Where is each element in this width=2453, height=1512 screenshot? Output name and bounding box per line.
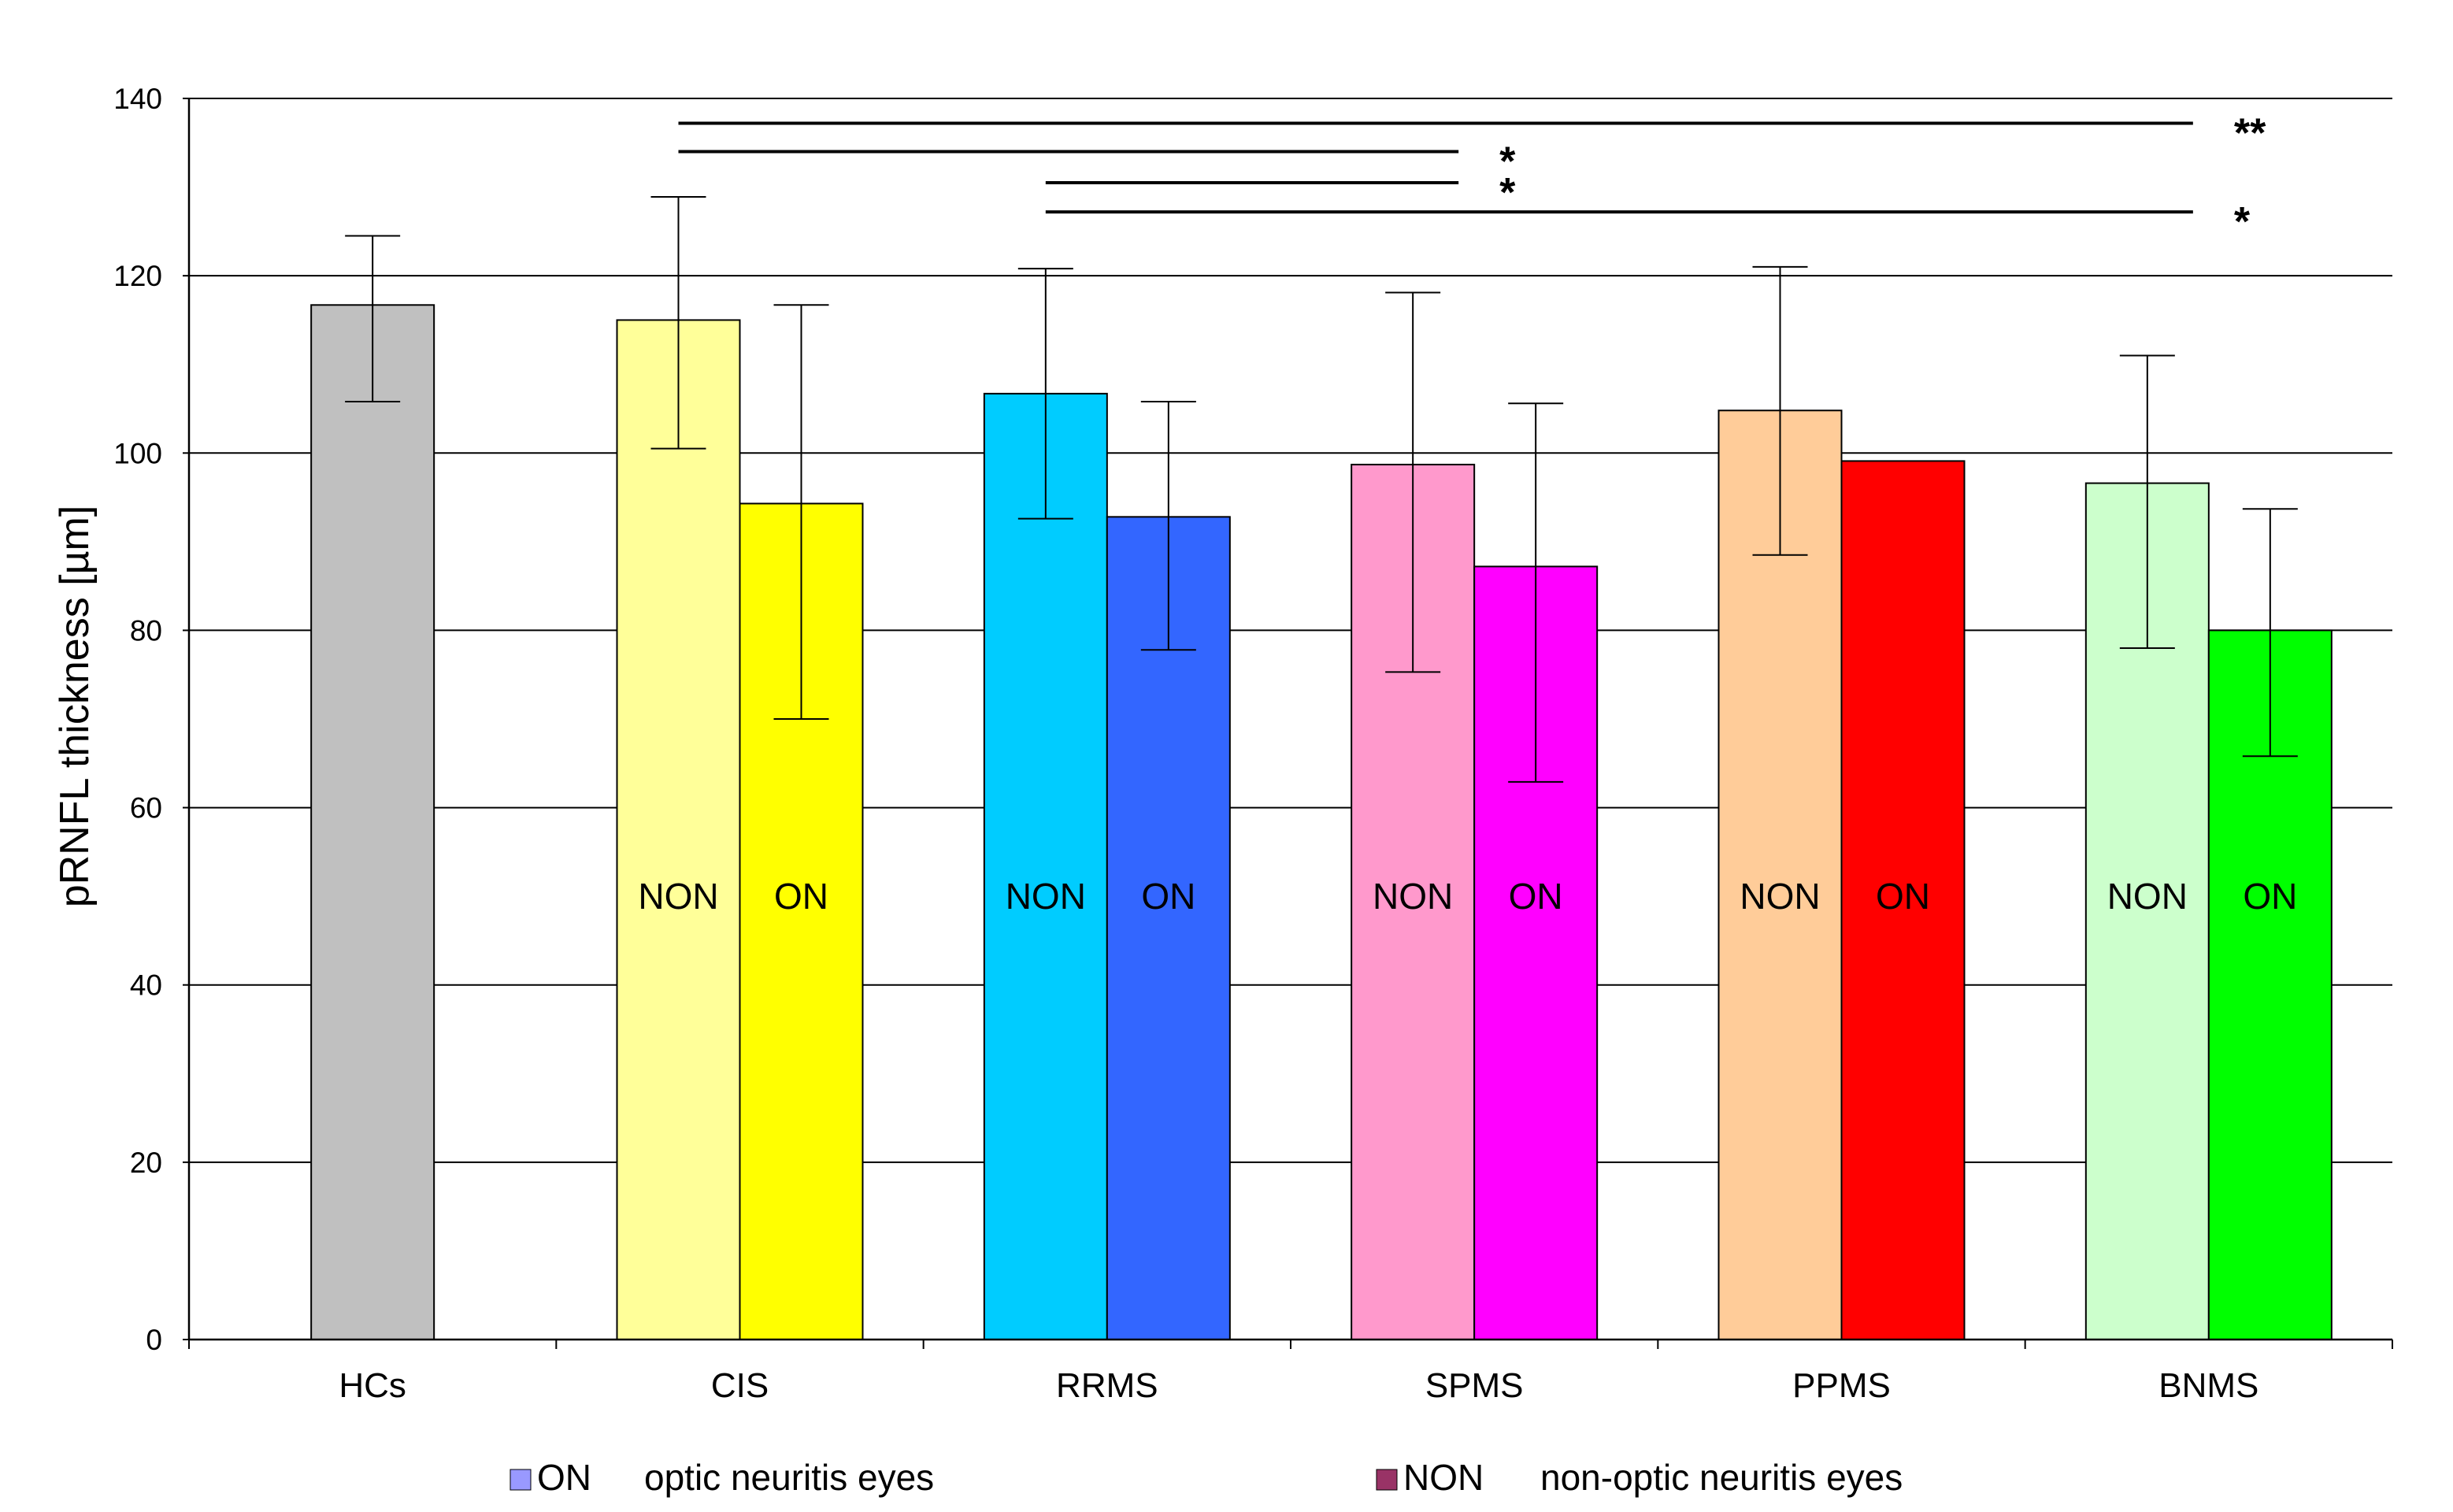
y-tick-label: 100 [113,437,162,469]
gridlines [189,98,2392,1163]
legend-swatch [509,1469,532,1491]
legend-description: non-optic neuritis eyes [1540,1457,1903,1498]
y-tick-label: 0 [146,1324,162,1356]
y-tick-label: 120 [113,260,162,292]
bar-label: ON [2243,876,2297,917]
significance-annotations: ***** [678,111,2266,245]
significance-label: * [1499,170,1516,216]
legend: ON optic neuritis eyes NON non-optic neurit… [509,1457,1903,1498]
category-label: RRMS [1056,1366,1158,1405]
legend-code: ON [537,1457,591,1498]
significance-label: ** [2234,111,2266,157]
bar-label: ON [1509,876,1563,917]
bar [310,304,435,1341]
bar-label: NON [1006,876,1086,917]
bar [983,392,1108,1340]
bar-label: ON [774,876,828,917]
category-label: CIS [711,1366,769,1405]
bar-label: NON [1373,876,1453,917]
category-label: SPMS [1425,1366,1524,1405]
bar [616,319,741,1340]
bar-label: NON [1740,876,1820,917]
bars: NON ON NON ON NON ON NON ON NON ON [310,304,2333,1341]
bar [1717,410,1843,1340]
error-bars [345,195,2298,783]
significance-label: * [1499,139,1516,185]
axes [183,98,2393,1349]
y-tick-label: 40 [130,969,162,1002]
y-axis-label: pRNFL thickness [µm] [52,506,98,908]
y-tick-label: 80 [130,614,162,647]
category-label: BNMS [2158,1366,2258,1405]
y-tick-labels: 0 20 40 60 80 100 120 140 [113,83,162,1356]
category-label: HCs [339,1366,406,1405]
bar-label: NON [2107,876,2188,917]
x-tick-labels: HCs CIS RRMS SPMS PPMS BNMS [339,1366,2258,1405]
significance-label: * [2234,199,2251,245]
bar-label: ON [1876,876,1930,917]
category-label: PPMS [1792,1366,1891,1405]
bar-label: ON [1141,876,1195,917]
y-tick-label: 20 [130,1147,162,1179]
legend-description: optic neuritis eyes [644,1457,934,1498]
bar [1106,516,1231,1340]
bar-label: NON [638,876,718,917]
y-tick-label: 60 [130,792,162,825]
y-tick-label: 140 [113,83,162,115]
bar [1840,460,1966,1340]
legend-code: NON [1403,1457,1484,1498]
legend-swatch [1376,1469,1398,1491]
